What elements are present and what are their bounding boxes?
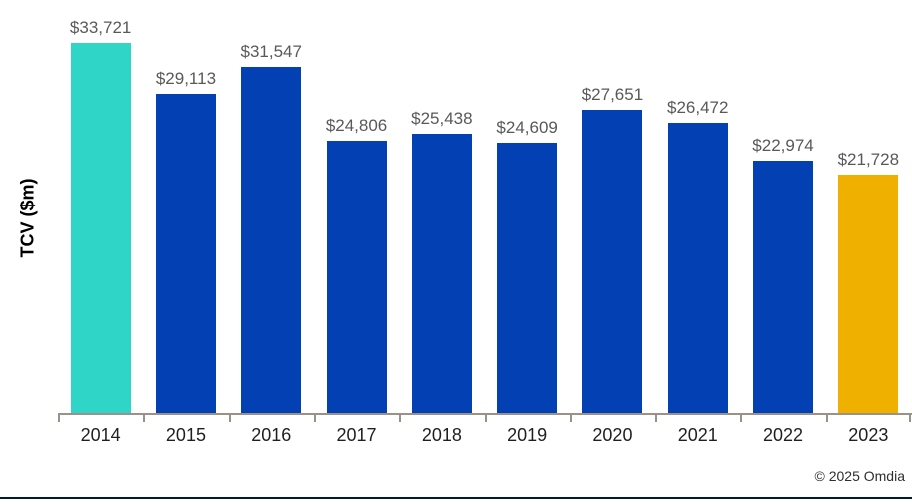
bar-2019 <box>497 143 558 414</box>
axis-tick <box>825 415 828 422</box>
bar-value-label-2020: $27,651 <box>581 84 644 104</box>
axis-tick <box>143 415 146 422</box>
bar-2016 <box>241 66 302 414</box>
plot-area: $33,721 $29,113 $31,547 $24,806 $25,438 $24,6… <box>58 0 911 414</box>
bar-2022 <box>753 161 814 414</box>
bar-slot-2021: $26,472 <box>655 0 740 414</box>
bar-2020 <box>582 109 643 414</box>
bar-slot-2016: $31,547 <box>229 0 314 414</box>
bar-slot-2020: $27,651 <box>570 0 655 414</box>
x-tick-label-2022: 2022 <box>763 425 804 445</box>
bar-value-label-2015: $29,113 <box>155 68 217 88</box>
x-tick-label-2016: 2016 <box>251 425 292 445</box>
x-tick-label-2020: 2020 <box>592 425 633 445</box>
bar-value-label-2021: $26,472 <box>667 97 729 117</box>
axis-tick <box>740 415 743 422</box>
bar-value-label-2022: $22,974 <box>752 136 814 156</box>
bar-slot-2014: $33,721 <box>58 0 143 414</box>
bar-slot-2018: $25,438 <box>399 0 484 414</box>
bar-2015 <box>155 93 216 414</box>
bar-value-label-2017: $24,806 <box>325 116 388 136</box>
x-axis-line <box>58 413 912 415</box>
bar-value-label-2018: $25,438 <box>411 109 473 129</box>
axis-tick <box>909 415 911 422</box>
bar-slot-2023: $21,728 <box>826 0 911 414</box>
axis-tick <box>399 415 402 422</box>
bar-2023 <box>838 174 899 414</box>
bar-2018 <box>411 134 472 414</box>
x-tick-label-2014: 2014 <box>80 425 121 445</box>
axis-tick <box>58 415 60 422</box>
x-tick-label-2023: 2023 <box>848 425 889 445</box>
axis-tick <box>313 415 316 422</box>
copyright-text: © 2025 Omdia <box>814 468 905 484</box>
bar-2014 <box>70 43 131 414</box>
bar-value-label-2016: $31,547 <box>240 41 302 61</box>
axis-tick <box>569 415 572 422</box>
axis-tick <box>484 415 487 422</box>
bar-value-label-2014: $33,721 <box>69 18 132 37</box>
y-axis-label: TCV ($m) <box>17 178 38 258</box>
x-tick-label-2017: 2017 <box>336 425 377 445</box>
bar-slot-2015: $29,113 <box>143 0 228 414</box>
x-tick-label-2015: 2015 <box>165 425 206 445</box>
bar-slot-2019: $24,609 <box>484 0 569 414</box>
bar-value-label-2023: $21,728 <box>837 149 900 169</box>
bar-2017 <box>326 141 387 414</box>
x-tick-label-2019: 2019 <box>507 425 548 445</box>
bar-slot-2022: $22,974 <box>740 0 825 414</box>
axis-tick <box>228 415 231 422</box>
x-tick-label-2018: 2018 <box>421 425 462 445</box>
axis-tick <box>655 415 658 422</box>
bar-slot-2017: $24,806 <box>314 0 399 414</box>
bar-value-label-2019: $24,609 <box>496 118 558 138</box>
x-tick-label-2021: 2021 <box>677 425 718 445</box>
footer-rule <box>0 496 912 499</box>
x-axis-labels: 2014 2015 2016 2017 2018 2019 2020 2021 2022 2023 <box>58 425 911 446</box>
bar-2021 <box>667 122 728 414</box>
